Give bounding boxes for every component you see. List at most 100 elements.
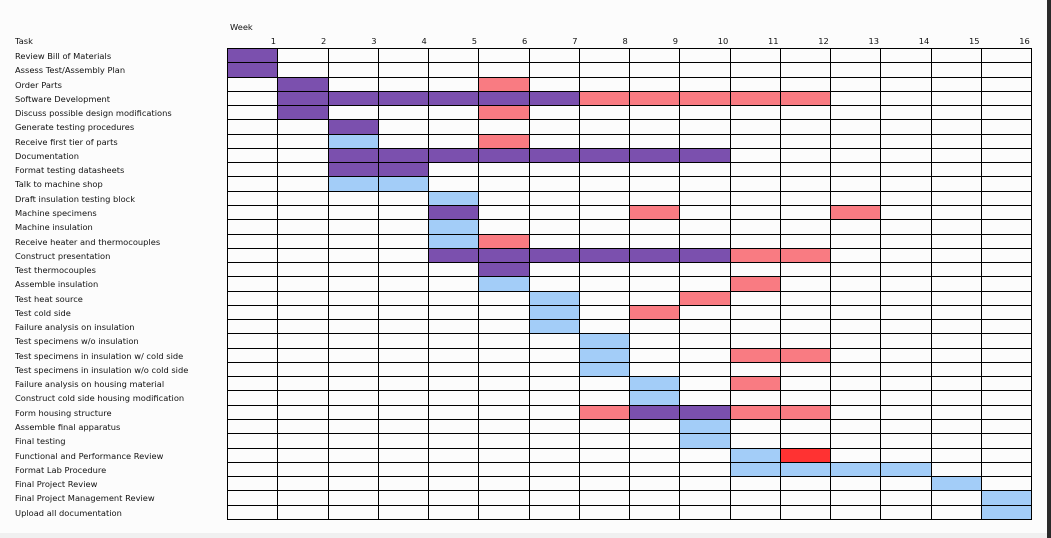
- task-label: Documentation: [15, 150, 79, 161]
- gantt-empty-cell: [579, 505, 630, 520]
- gantt-empty-cell: [429, 405, 480, 421]
- gantt-bar-cell: [429, 205, 480, 221]
- gantt-empty-cell: [680, 348, 731, 363]
- gantt-empty-cell: [881, 334, 932, 349]
- gantt-empty-cell: [328, 362, 379, 378]
- gantt-empty-cell: [981, 120, 1032, 135]
- gantt-bar-cell: [931, 477, 982, 492]
- gantt-empty-cell: [278, 477, 329, 492]
- gantt-empty-cell: [680, 106, 731, 121]
- gantt-empty-cell: [680, 334, 731, 349]
- gantt-empty-cell: [328, 462, 379, 478]
- gantt-empty-cell: [328, 505, 379, 520]
- gantt-empty-cell: [630, 477, 681, 492]
- gantt-empty-cell: [831, 263, 882, 278]
- gantt-empty-cell: [730, 63, 781, 78]
- gantt-empty-cell: [680, 134, 731, 149]
- gantt-empty-cell: [479, 448, 530, 463]
- gantt-empty-cell: [780, 63, 831, 78]
- gantt-empty-cell: [479, 163, 530, 178]
- gantt-empty-cell: [278, 291, 329, 306]
- gantt-bar-cell: [579, 334, 630, 349]
- gantt-empty-cell: [278, 377, 329, 392]
- task-header: Task: [15, 36, 33, 46]
- gantt-empty-cell: [328, 77, 379, 92]
- gantt-empty-cell: [529, 49, 580, 64]
- gantt-empty-cell: [328, 49, 379, 64]
- gantt-empty-cell: [881, 434, 932, 449]
- gantt-empty-cell: [981, 362, 1032, 378]
- gantt-bar-cell: [680, 434, 731, 449]
- gantt-empty-cell: [278, 134, 329, 149]
- gantt-empty-cell: [730, 334, 781, 349]
- gantt-empty-cell: [529, 220, 580, 235]
- gantt-empty-cell: [831, 448, 882, 463]
- gantt-empty-cell: [831, 334, 882, 349]
- gantt-empty-cell: [228, 91, 279, 107]
- gantt-empty-cell: [931, 391, 982, 406]
- gantt-bar-cell: [378, 163, 429, 178]
- gantt-bar-cell: [579, 405, 630, 421]
- gantt-empty-cell: [328, 305, 379, 321]
- gantt-empty-cell: [730, 420, 781, 435]
- gantt-empty-cell: [278, 420, 329, 435]
- gantt-empty-cell: [730, 320, 781, 335]
- gantt-empty-cell: [529, 420, 580, 435]
- gantt-empty-cell: [730, 163, 781, 178]
- gantt-bar-cell: [680, 291, 731, 306]
- gantt-bar-cell: [479, 248, 530, 264]
- gantt-empty-cell: [680, 191, 731, 206]
- gantt-bar-cell: [378, 177, 429, 192]
- gantt-empty-cell: [378, 248, 429, 264]
- gantt-empty-cell: [881, 77, 932, 92]
- gantt-empty-cell: [579, 420, 630, 435]
- gantt-empty-cell: [881, 291, 932, 306]
- gantt-empty-cell: [228, 505, 279, 520]
- gantt-bar-cell: [328, 134, 379, 149]
- gantt-empty-cell: [378, 434, 429, 449]
- gantt-empty-cell: [529, 263, 580, 278]
- gantt-empty-cell: [378, 420, 429, 435]
- gantt-empty-cell: [228, 148, 279, 164]
- gantt-empty-cell: [780, 163, 831, 178]
- gantt-empty-cell: [931, 91, 982, 107]
- gantt-empty-cell: [429, 63, 480, 78]
- gantt-empty-cell: [931, 63, 982, 78]
- gantt-empty-cell: [881, 134, 932, 149]
- gantt-bar-cell: [228, 63, 279, 78]
- gantt-empty-cell: [328, 106, 379, 121]
- gantt-empty-cell: [479, 420, 530, 435]
- gantt-empty-cell: [228, 291, 279, 306]
- gantt-empty-cell: [780, 205, 831, 221]
- gantt-empty-cell: [831, 348, 882, 363]
- gantt-empty-cell: [429, 362, 480, 378]
- gantt-empty-cell: [780, 477, 831, 492]
- gantt-empty-cell: [630, 291, 681, 306]
- gantt-empty-cell: [228, 405, 279, 421]
- gantt-bar-cell: [529, 291, 580, 306]
- gantt-bar-cell: [730, 91, 781, 107]
- gantt-empty-cell: [228, 248, 279, 264]
- gantt-empty-cell: [429, 106, 480, 121]
- gantt-empty-cell: [378, 134, 429, 149]
- task-label: Format Lab Procedure: [15, 464, 107, 475]
- gantt-bar-cell: [730, 405, 781, 421]
- gantt-empty-cell: [680, 448, 731, 463]
- gantt-empty-cell: [429, 348, 480, 363]
- gantt-empty-cell: [680, 305, 731, 321]
- gantt-bar-cell: [630, 391, 681, 406]
- gantt-empty-cell: [931, 348, 982, 363]
- gantt-empty-cell: [780, 134, 831, 149]
- gantt-empty-cell: [881, 348, 932, 363]
- gantt-empty-cell: [881, 505, 932, 520]
- week-tick-label: 16: [1019, 36, 1030, 46]
- task-label: Test specimens w/o insulation: [15, 336, 139, 347]
- gantt-empty-cell: [981, 334, 1032, 349]
- gantt-empty-cell: [479, 191, 530, 206]
- task-label: Software Development: [15, 93, 111, 104]
- gantt-empty-cell: [378, 191, 429, 206]
- gantt-empty-cell: [780, 491, 831, 506]
- gantt-empty-cell: [831, 505, 882, 520]
- gantt-empty-cell: [529, 448, 580, 463]
- gantt-empty-cell: [278, 362, 329, 378]
